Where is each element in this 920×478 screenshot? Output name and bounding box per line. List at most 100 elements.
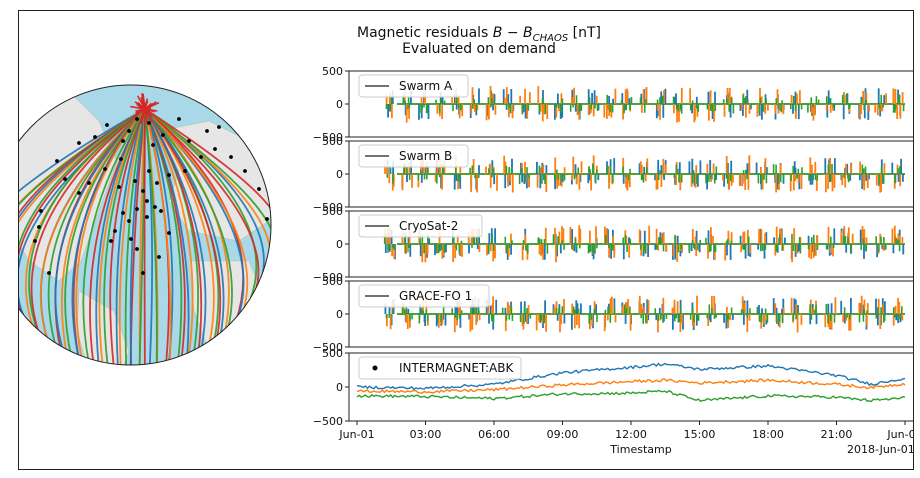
orbit-spike <box>878 167 885 184</box>
orbit-spike <box>877 298 884 329</box>
orbit-track <box>144 108 190 358</box>
orbit-spike <box>740 229 751 254</box>
orbit-spike <box>402 302 411 329</box>
orbit-spike <box>470 304 480 314</box>
ytick-label: 500 <box>322 135 343 148</box>
orbit-spike <box>825 304 836 324</box>
orbit-spike <box>620 97 633 114</box>
orbit-track <box>28 108 146 335</box>
ground-station-dot <box>87 181 91 185</box>
orbit-spike <box>552 234 565 251</box>
ytick-label: 0 <box>336 98 343 111</box>
orbit-spike <box>485 163 498 191</box>
orbit-spike <box>892 297 904 326</box>
orbit-track <box>130 105 146 110</box>
legend-label: Swarm A <box>399 79 453 93</box>
ytick-label: −500 <box>313 271 343 284</box>
ground-station-dot <box>187 139 191 143</box>
series-line <box>356 362 906 391</box>
orbit-spike <box>655 158 667 190</box>
orbit-spike <box>537 86 549 122</box>
orbit-track <box>144 108 158 365</box>
ytick-label: 0 <box>336 308 343 321</box>
orbit-spike <box>691 170 698 184</box>
orbit-spike <box>742 94 749 104</box>
ground-station-dot <box>243 169 247 173</box>
ground-station-dot <box>199 155 203 159</box>
series-line <box>356 389 906 403</box>
ground-station-dot <box>109 239 113 243</box>
chart-panel: 500 0 −500 Swarm B <box>313 135 913 214</box>
orbit-spike <box>505 165 513 174</box>
orbit-spike <box>742 169 748 180</box>
orbit-spike <box>452 234 463 262</box>
orbit-spike <box>486 244 496 262</box>
residual-panels: 500 0 −500 Swarm A 500 0 −500 Swarm B 500 0 −500 Cr… <box>313 65 913 456</box>
ground-station-dot <box>257 187 261 191</box>
orbit-spike <box>488 234 495 254</box>
orbit-spike <box>488 168 495 178</box>
figure-canvas: Magnetic residuals B − BCHAOS [nT] Evalu… <box>19 25 913 456</box>
orbit-spike <box>571 303 580 329</box>
figure-frame: Magnetic residuals B − BCHAOS [nT] Evalu… <box>18 10 914 470</box>
orbit-spike <box>809 304 817 320</box>
x-axis-label: Timestamp <box>609 443 671 456</box>
orbit-spike <box>418 308 429 324</box>
orbit-spike <box>656 237 665 252</box>
xtick-label: 06:00 <box>478 428 510 441</box>
orbit-spike <box>726 307 733 322</box>
orbit-spike <box>874 93 887 116</box>
orbit-spike <box>606 94 614 113</box>
orbit-spike <box>825 96 835 108</box>
orbit-spike <box>536 161 548 189</box>
ground-station-dot <box>217 125 221 129</box>
orbit-spike <box>825 236 835 250</box>
orbit-spike <box>505 104 512 114</box>
orbit-spike <box>587 244 598 254</box>
ground-station-dot <box>129 237 133 241</box>
orbit-spike <box>756 87 769 117</box>
ytick-label: −500 <box>313 341 343 354</box>
orbit-spike <box>501 305 514 321</box>
orbit-spike <box>657 170 665 180</box>
ground-station-dot <box>155 181 159 185</box>
ground-station-dot <box>145 199 149 203</box>
ground-stations <box>33 117 269 275</box>
xtick-label: 18:00 <box>752 428 784 441</box>
orbit-spike <box>858 308 868 323</box>
orbit-spike <box>706 104 717 112</box>
orbit-spike <box>588 97 599 111</box>
orbit-track <box>144 108 207 351</box>
ground-station-dot <box>141 271 145 275</box>
orbit-track <box>124 108 146 365</box>
orbit-globe <box>19 84 272 366</box>
legend-box <box>358 214 483 238</box>
orbit-spike <box>756 306 769 323</box>
orbit-spike <box>672 96 683 114</box>
legend-label: Swarm B <box>399 149 452 163</box>
ground-station-dot <box>141 189 145 193</box>
orbit-spike <box>522 240 529 254</box>
ytick-label: −500 <box>313 201 343 214</box>
orbit-track <box>144 101 157 110</box>
orbit-track <box>144 108 194 357</box>
ground-station-dot <box>147 121 151 125</box>
orbit-track <box>82 108 146 363</box>
orbit-track <box>144 108 249 315</box>
orbit-spike <box>841 94 851 110</box>
orbit-track <box>137 95 146 110</box>
orbit-spike <box>571 87 581 120</box>
ground-station-dot <box>103 167 107 171</box>
orbit-spike <box>807 96 820 113</box>
orbit-spike <box>588 308 598 324</box>
orbit-spike <box>402 95 411 108</box>
orbit-spike <box>689 88 699 123</box>
orbit-spike <box>555 98 564 113</box>
orbit-spike <box>537 237 549 254</box>
orbit-spike <box>638 295 650 324</box>
chart-panel: 500 0 −500 INTERMAGNET:ABK Jun-01 03:00 06:00 0… <box>313 347 913 456</box>
orbit-spike <box>722 97 735 114</box>
orbit-track <box>115 108 146 365</box>
orbit-spike <box>538 227 547 260</box>
orbit-track <box>144 108 225 337</box>
